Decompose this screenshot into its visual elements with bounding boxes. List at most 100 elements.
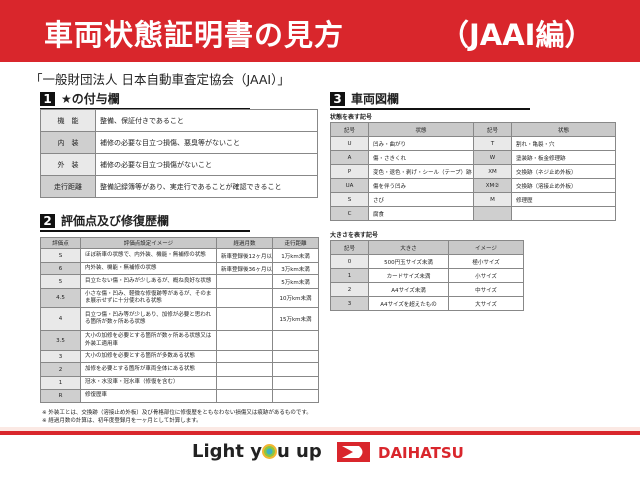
table-cell [272, 376, 319, 390]
table-cell: 凹み・曲がり [368, 136, 474, 151]
header-row: 記号 状態 記号 状態 [330, 122, 616, 137]
table-cell: UA [330, 178, 369, 193]
table-cell: 3.5 [40, 330, 81, 351]
table-cell: C [330, 206, 369, 221]
table-cell: 目立たない傷・凹みが少しあるが、概ね良好な状態 [80, 274, 217, 289]
table-cell: 腐食 [368, 206, 474, 221]
daihatsu-logo-icon [337, 442, 370, 462]
table-cell: 6 [40, 262, 81, 275]
table-cell: 割れ・亀裂・穴 [511, 136, 616, 151]
table-cell: 1 [40, 376, 81, 390]
title-banner: 車両状態証明書の見方 （JAAI編） [0, 0, 640, 62]
table-cell: 新車登録後12ヶ月以内 [216, 248, 273, 263]
table-cell: 大小の加修を必要とする箇所が多数ある状態 [80, 350, 217, 363]
state-symbol-table: 記号 状態 記号 状態 U 凹み・曲がり T 割れ・亀裂・穴 A 傷・さきくれ W 塗装跡・板金修理跡… [330, 122, 616, 221]
table-cell: 内 装 [40, 131, 96, 154]
slogan-text: Light y [192, 441, 262, 462]
table-cell [272, 389, 319, 403]
table-cell [216, 274, 273, 289]
table-row: A 傷・さきくれ W 塗装跡・板金修理跡 [330, 150, 616, 165]
evaluation-table: 評価点 評価点設定イメージ 経過月数 走行距離 S ほぼ新車の状態で、内外装、機能・無補修… [40, 237, 319, 403]
column-header: 状態 [368, 122, 474, 137]
table-cell: 10万km未満 [272, 288, 319, 308]
star-table: 機 能整備、保証付きであること内 装補修の必要な目立つ損傷、悪臭等がないこと外 … [40, 109, 318, 198]
table-cell: 小サイズ [448, 268, 524, 283]
page-subtitle: （JAAI編） [440, 18, 594, 52]
table-row: S さび M 修理歴 [330, 192, 616, 207]
table-cell: 機 能 [40, 109, 96, 132]
section-title: ★の付与欄 [61, 92, 120, 106]
table-cell [216, 389, 273, 403]
table-row: R 修復歴車 [40, 389, 319, 403]
table-cell: 整備、保証付きであること [95, 109, 318, 132]
table-row: 機 能整備、保証付きであること [40, 109, 318, 132]
table-cell: 外 装 [40, 153, 96, 176]
table-cell: 3 [40, 350, 81, 363]
table-row: 0 500円玉サイズ未満 極小サイズ [330, 254, 524, 269]
slogan-text: u up [276, 441, 322, 462]
table-cell: 大サイズ [448, 296, 524, 311]
table-cell: U [330, 136, 369, 151]
table-cell: さび [368, 192, 474, 207]
table-cell: 1 [330, 268, 369, 283]
section2-heading: 2 評価点及び修復歴欄 [40, 212, 250, 232]
table-cell: W [473, 150, 512, 165]
table-cell: 4 [40, 307, 81, 331]
table-cell: 5万km未満 [272, 274, 319, 289]
table-cell: 1万km未満 [272, 248, 319, 263]
table-cell: 新車登録後36ヶ月以内 [216, 262, 273, 275]
section1-heading: 1 ★の付与欄 [40, 90, 250, 110]
table-cell: 傷・さきくれ [368, 150, 474, 165]
table-cell [216, 362, 273, 377]
section3-heading: 3 車両図欄 [330, 90, 530, 110]
table-cell: M [473, 192, 512, 207]
table-row: 4 目立つ傷・凹み等が少しあり、加修が必要と思われる箇所が数ヶ所ある状態 15万km… [40, 307, 319, 331]
table-cell: ほぼ新車の状態で、内外装、機能・無補修の状態 [80, 248, 217, 263]
column-header: 記号 [473, 122, 512, 137]
table-cell: 目立つ傷・凹み等が少しあり、加修が必要と思われる箇所が数ヶ所ある状態 [80, 307, 217, 331]
table-cell [216, 330, 273, 351]
table-cell [272, 362, 319, 377]
table-row: 5 目立たない傷・凹みが少しあるが、概ね良好な状態 5万km未満 [40, 274, 319, 289]
divider [0, 431, 640, 435]
header-row: 記号 大きさ イメージ [330, 240, 524, 255]
table-cell: XM [473, 164, 512, 179]
table-cell: 3万km未満 [272, 262, 319, 275]
table-cell: 補修の必要な目立つ損傷がないこと [95, 153, 318, 176]
table-cell: A [330, 150, 369, 165]
table-cell: S [330, 192, 369, 207]
table-row: 3 A4サイズを超えたもの 大サイズ [330, 296, 524, 311]
column-header: 経過月数 [216, 237, 273, 249]
column-header: 記号 [330, 122, 369, 137]
table-cell: 中サイズ [448, 282, 524, 297]
table-cell: 5 [40, 274, 81, 289]
table-cell [216, 307, 273, 331]
table-cell: P [330, 164, 369, 179]
table-cell: T [473, 136, 512, 151]
table-row: 1 冠水・水没車・冠水車（修復を含む） [40, 376, 319, 390]
table-cell [216, 350, 273, 363]
note: ※ 外装工とは、交換跡（溶接止め外板）及び骨格部位に修復歴をともなわない損傷又は… [42, 410, 312, 416]
table-cell: XM② [473, 178, 512, 193]
table-cell: 15万km未満 [272, 307, 319, 331]
table-cell: S [40, 248, 81, 263]
section-number: 1 [40, 92, 55, 106]
table-cell [216, 376, 273, 390]
size-symbol-table: 記号 大きさ イメージ 0 500円玉サイズ未満 極小サイズ 1 カードサイズ未満 小サイズ 2 A… [330, 240, 524, 311]
table-row: S ほぼ新車の状態で、内外装、機能・無補修の状態 新車登録後12ヶ月以内 1万km未満 [40, 248, 319, 263]
table-row: 内 装補修の必要な目立つ損傷、悪臭等がないこと [40, 131, 318, 154]
column-header: 記号 [330, 240, 369, 255]
table-row: 1 カードサイズ未満 小サイズ [330, 268, 524, 283]
table-cell: 変色・退色・剥げ・シール（テープ）跡 [368, 164, 474, 179]
table-cell: 傷を伴う凹み [368, 178, 474, 193]
table-cell: 加修を必要とする箇所が車両全体にある状態 [80, 362, 217, 377]
table-row: U 凹み・曲がり T 割れ・亀裂・穴 [330, 136, 616, 151]
table-cell: 冠水・水没車・冠水車（修復を含む） [80, 376, 217, 390]
table-cell: 2 [40, 362, 81, 377]
column-header: 評価点 [40, 237, 81, 249]
table-cell: 整備記録簿等があり、実走行であることが確認できること [95, 175, 318, 198]
table-cell: 内外装、機能・無補修の状態 [80, 262, 217, 275]
table-row: UA 傷を伴う凹み XM② 交換跡（溶接止め外板） [330, 178, 616, 193]
table-cell: 補修の必要な目立つ損傷、悪臭等がないこと [95, 131, 318, 154]
column-header: 走行距離 [272, 237, 319, 249]
